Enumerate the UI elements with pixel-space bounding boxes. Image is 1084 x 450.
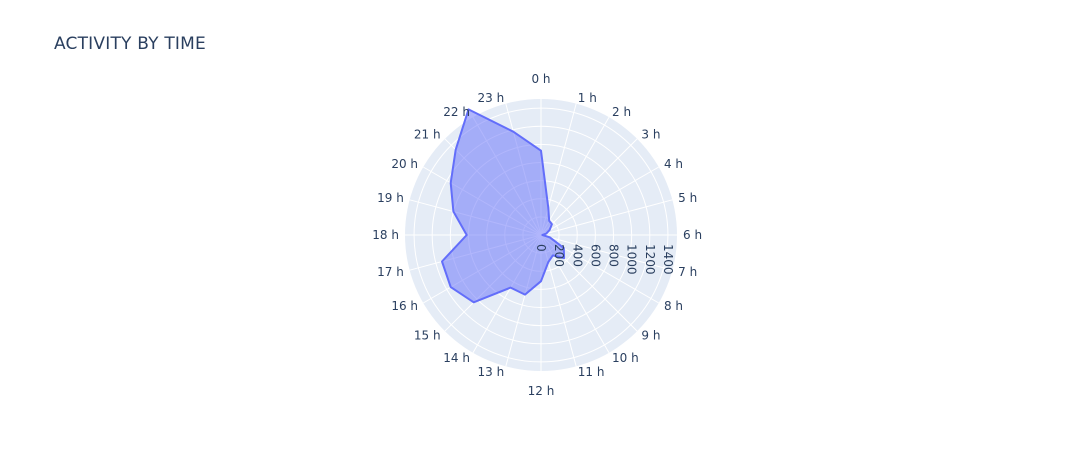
angular-tick-label: 3 h — [641, 128, 660, 142]
angular-tick-label: 15 h — [414, 328, 441, 342]
angular-tick-label: 9 h — [641, 328, 660, 342]
chart-title: ACTIVITY BY TIME — [54, 34, 206, 54]
angular-tick-label: 19 h — [377, 191, 404, 205]
radial-tick-label: 1000 — [625, 244, 639, 275]
radial-tick-labels: 0 200 400 600 800 1000 1200 1400 — [534, 244, 675, 275]
angular-tick-label: 5 h — [678, 191, 697, 205]
angular-grid-spoke — [540, 234, 673, 271]
angular-tick-label: 6 h — [683, 228, 702, 242]
radial-tick-label: 400 — [570, 244, 584, 267]
angular-tick-label: 16 h — [391, 299, 418, 313]
angular-tick-label: 11 h — [578, 365, 605, 379]
angular-tick-label: 4 h — [664, 157, 683, 171]
angular-tick-label: 23 h — [478, 91, 505, 105]
series-area — [441, 108, 566, 304]
angular-grid-spoke — [540, 116, 610, 236]
radial-tick-label: 1200 — [643, 244, 657, 275]
angular-tick-label: 12 h — [528, 384, 555, 398]
angular-tick-label: 1 h — [578, 91, 597, 105]
angular-tick-label: 13 h — [478, 365, 505, 379]
angular-tick-label: 20 h — [391, 157, 418, 171]
angular-tick-labels: 0 h 1 h 2 h 3 h 4 h 5 h 6 h 7 h 8 h 9 h10 h 11 h 12… — [372, 72, 702, 398]
radial-tick-label: 200 — [552, 244, 566, 267]
angular-tick-label: 21 h — [414, 128, 441, 142]
radial-tick-label: 800 — [607, 244, 621, 267]
angular-tick-label: 22 h — [443, 105, 470, 119]
radial-tick-label: 600 — [588, 244, 602, 267]
angular-grid-spoke — [540, 199, 673, 236]
angular-tick-label: 7 h — [678, 265, 697, 279]
angular-tick-label: 10 h — [612, 351, 639, 365]
angular-grid-spoke — [540, 166, 660, 236]
angular-tick-label: 0 h — [531, 72, 550, 86]
radial-tick-label: 0 — [534, 244, 548, 252]
angular-grid-spoke — [540, 138, 638, 236]
angular-tick-label: 14 h — [443, 351, 470, 365]
angular-tick-label: 17 h — [377, 265, 404, 279]
radial-tick-label: 1400 — [661, 244, 675, 275]
angular-tick-label: 2 h — [612, 105, 631, 119]
angular-tick-label: 8 h — [664, 299, 683, 313]
angular-tick-label: 18 h — [372, 228, 399, 242]
